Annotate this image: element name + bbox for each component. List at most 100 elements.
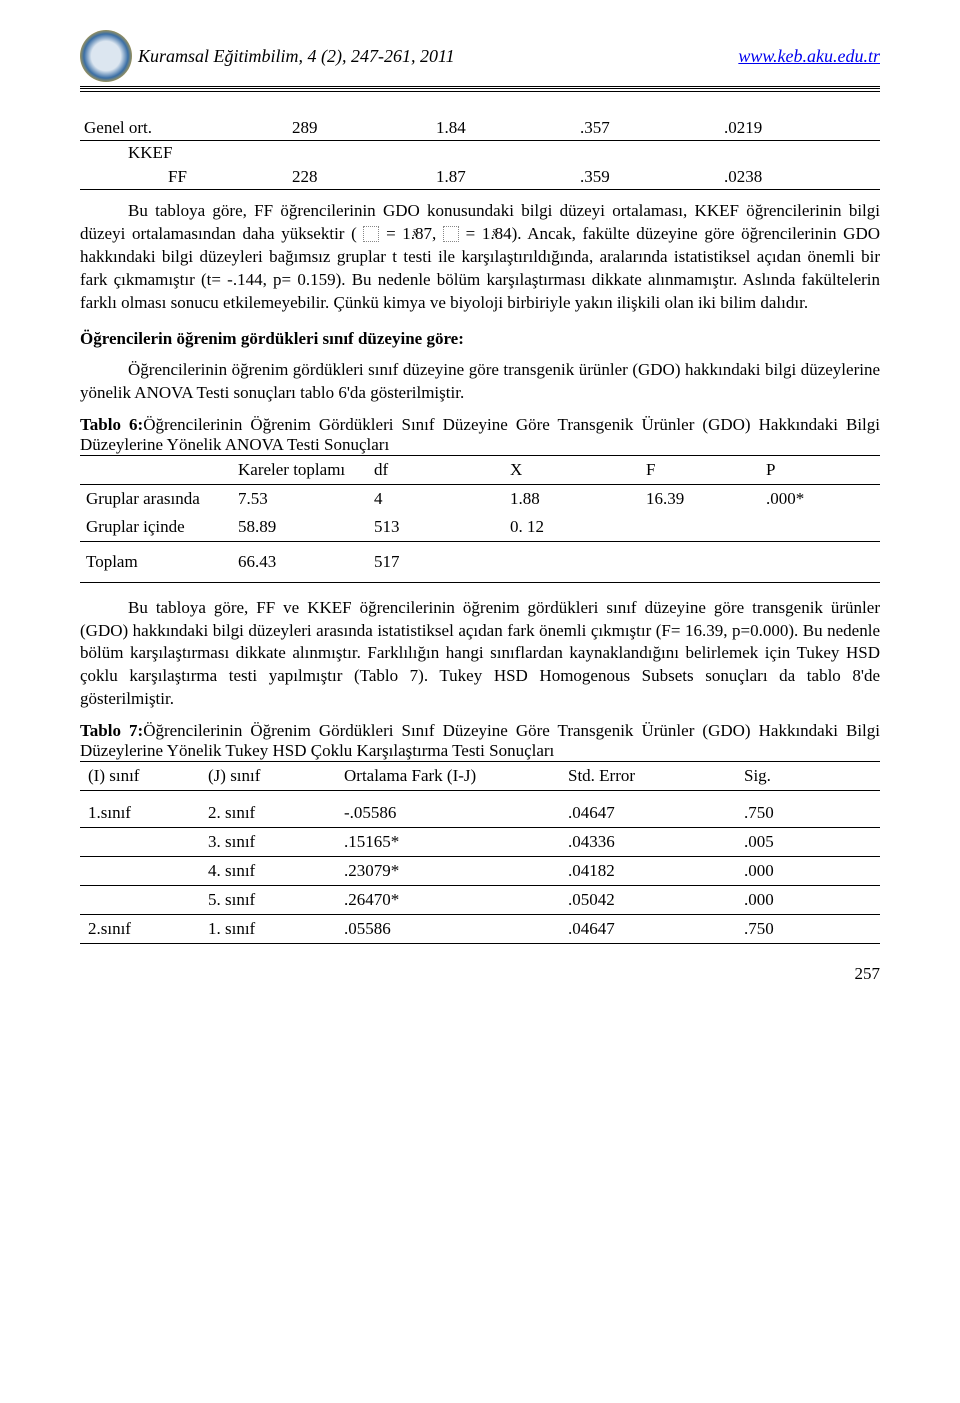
journal-link[interactable]: www.keb.aku.edu.tr xyxy=(738,46,880,67)
table-row: Gruplar içinde 58.89 513 0. 12 xyxy=(80,513,880,542)
cell: .26470* xyxy=(336,886,560,915)
cell xyxy=(760,541,880,582)
cell: .000* xyxy=(760,484,880,513)
cell: 1.sınıf xyxy=(80,791,200,828)
cell: .23079* xyxy=(336,857,560,886)
cell: KKEF xyxy=(80,141,288,166)
cell: -.05586 xyxy=(336,791,560,828)
cell: .000 xyxy=(736,857,880,886)
cell: 0. 12 xyxy=(504,513,640,542)
cell: Toplam xyxy=(80,541,232,582)
cell: .05042 xyxy=(560,886,736,915)
table6-caption-num: Tablo 6: xyxy=(80,415,143,434)
cell: 2. sınıf xyxy=(200,791,336,828)
table-row: 5. sınıf .26470* .05042 .000 xyxy=(80,886,880,915)
cell xyxy=(80,857,200,886)
table6-caption-text: Öğrencilerinin Öğrenim Gördükleri Sınıf … xyxy=(80,415,880,454)
th: (I) sınıf xyxy=(80,762,200,791)
cell: .04647 xyxy=(560,791,736,828)
cell: 228 xyxy=(288,165,432,190)
cell xyxy=(80,886,200,915)
cell: 289 xyxy=(288,116,432,141)
table7-caption-num: Tablo 7: xyxy=(80,721,143,740)
tukey-table: (I) sınıf (J) sınıf Ortalama Fark (I-J) … xyxy=(80,761,880,944)
th: X xyxy=(504,455,640,484)
page-header: Kuramsal Eğitimbilim, 4 (2), 247-261, 20… xyxy=(80,30,880,82)
table7-caption: Tablo 7:Öğrencilerinin Öğrenim Gördükler… xyxy=(80,721,880,761)
table-row: 2.sınıf 1. sınıf .05586 .04647 .750 xyxy=(80,915,880,944)
cell: 2.sınıf xyxy=(80,915,200,944)
table6-caption: Tablo 6:Öğrencilerinin Öğrenim Gördükler… xyxy=(80,415,880,455)
cell: 517 xyxy=(368,541,504,582)
table-row: FF 228 1.87 .359 .0238 xyxy=(80,165,880,190)
th: P xyxy=(760,455,880,484)
cell: .750 xyxy=(736,791,880,828)
cell: .05586 xyxy=(336,915,560,944)
cell: 1.87 xyxy=(432,165,576,190)
table-row: 3. sınıf .15165* .04336 .005 xyxy=(80,828,880,857)
cell: 58.89 xyxy=(232,513,368,542)
cell: 66.43 xyxy=(232,541,368,582)
page-number: 257 xyxy=(80,964,880,984)
table7-caption-text: Öğrencilerinin Öğrenim Gördükleri Sınıf … xyxy=(80,721,880,760)
cell: .359 xyxy=(576,165,720,190)
cell: 4 xyxy=(368,484,504,513)
cell: FF xyxy=(80,165,288,190)
table-row: Gruplar arasında 7.53 4 1.88 16.39 .000* xyxy=(80,484,880,513)
cell xyxy=(640,541,760,582)
cell: 7.53 xyxy=(232,484,368,513)
cell: .04336 xyxy=(560,828,736,857)
th: F xyxy=(640,455,760,484)
cell xyxy=(80,828,200,857)
header-left: Kuramsal Eğitimbilim, 4 (2), 247-261, 20… xyxy=(80,30,455,82)
heading-class-level: Öğrencilerin öğrenim gördükleri sınıf dü… xyxy=(80,329,880,349)
xbar-icon: x̄ xyxy=(443,226,459,242)
anova-table: Kareler toplamı df X F P Gruplar arasınd… xyxy=(80,455,880,583)
cell xyxy=(504,541,640,582)
cell: Gruplar arasında xyxy=(80,484,232,513)
table-row: Genel ort. 289 1.84 .357 .0219 xyxy=(80,116,880,141)
cell: .357 xyxy=(576,116,720,141)
table-row: Toplam 66.43 517 xyxy=(80,541,880,582)
fragment-table: Genel ort. 289 1.84 .357 .0219 KKEF FF 2… xyxy=(80,116,880,190)
table-row: 1.sınıf 2. sınıf -.05586 .04647 .750 xyxy=(80,791,880,828)
cell: 513 xyxy=(368,513,504,542)
cell: 1.84 xyxy=(432,116,576,141)
cell: .005 xyxy=(736,828,880,857)
para1-b: = 1.87, xyxy=(379,224,443,243)
th xyxy=(80,455,232,484)
cell: .0238 xyxy=(720,165,880,190)
paragraph-2: Öğrencilerinin öğrenim gördükleri sınıf … xyxy=(80,359,880,405)
th: df xyxy=(368,455,504,484)
xbar-icon: x̄ xyxy=(363,226,379,242)
table-row: 4. sınıf .23079* .04182 .000 xyxy=(80,857,880,886)
university-logo-icon xyxy=(80,30,132,82)
journal-title: Kuramsal Eğitimbilim, 4 (2), 247-261, 20… xyxy=(138,46,455,67)
cell: .04182 xyxy=(560,857,736,886)
cell xyxy=(640,513,760,542)
paragraph-3: Bu tabloya göre, FF ve KKEF öğrencilerin… xyxy=(80,597,880,712)
th: (J) sınıf xyxy=(200,762,336,791)
table-row: KKEF xyxy=(80,141,880,166)
table-header-row: (I) sınıf (J) sınıf Ortalama Fark (I-J) … xyxy=(80,762,880,791)
paragraph-1: Bu tabloya göre, FF öğrencilerinin GDO k… xyxy=(80,200,880,315)
cell: .000 xyxy=(736,886,880,915)
cell: .0219 xyxy=(720,116,880,141)
cell xyxy=(760,513,880,542)
cell: .750 xyxy=(736,915,880,944)
cell: Gruplar içinde xyxy=(80,513,232,542)
cell: 5. sınıf xyxy=(200,886,336,915)
cell: 16.39 xyxy=(640,484,760,513)
cell: Genel ort. xyxy=(80,116,288,141)
th: Std. Error xyxy=(560,762,736,791)
header-divider xyxy=(80,86,880,92)
th: Sig. xyxy=(736,762,880,791)
cell: 1. sınıf xyxy=(200,915,336,944)
cell: 4. sınıf xyxy=(200,857,336,886)
cell: .15165* xyxy=(336,828,560,857)
cell: 1.88 xyxy=(504,484,640,513)
table-header-row: Kareler toplamı df X F P xyxy=(80,455,880,484)
th: Kareler toplamı xyxy=(232,455,368,484)
th: Ortalama Fark (I-J) xyxy=(336,762,560,791)
cell: .04647 xyxy=(560,915,736,944)
